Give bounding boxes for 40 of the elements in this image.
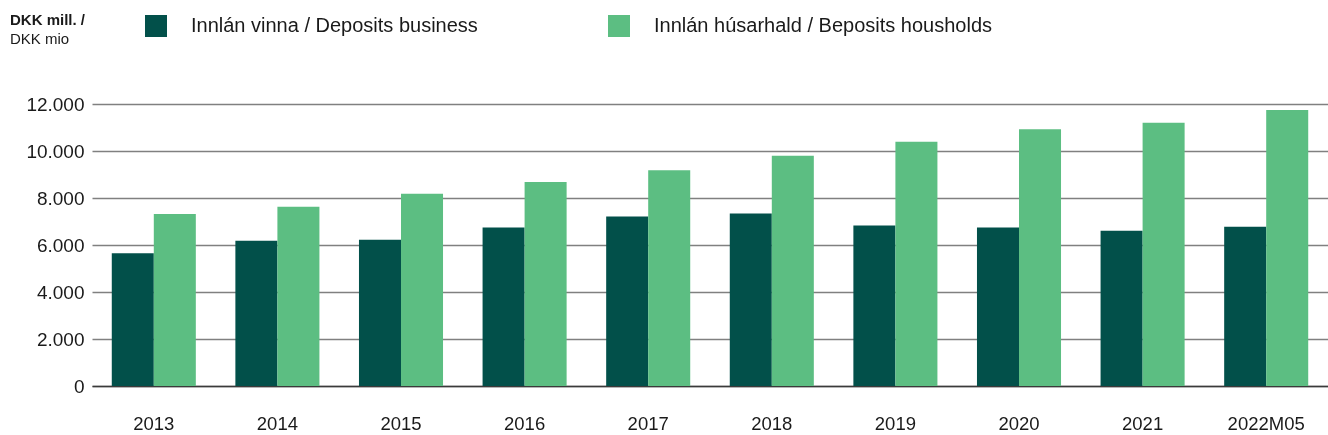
y-tick-label: 2.000	[36, 328, 85, 350]
bar	[524, 182, 567, 386]
bar	[111, 253, 154, 386]
bar	[1224, 226, 1267, 386]
bar	[648, 170, 691, 386]
x-tick-label: 2020	[998, 412, 1040, 434]
bar	[1266, 109, 1309, 386]
x-tick-label: 2014	[256, 412, 298, 434]
bar	[853, 225, 896, 386]
y-tick-label: 8.000	[36, 187, 85, 209]
y-tick-label: 10.000	[26, 140, 85, 162]
x-tick-label: 2018	[751, 412, 793, 434]
y-axis-title: DKK mill. / DKK mio	[10, 11, 86, 47]
bar	[976, 227, 1019, 386]
y-tick-label: 6.000	[36, 234, 85, 256]
bar	[606, 216, 649, 386]
x-tick-label: 2017	[627, 412, 669, 434]
bar	[277, 206, 320, 386]
bar	[771, 155, 814, 386]
bar	[895, 141, 938, 386]
bar	[482, 227, 525, 386]
x-tick-label: 2019	[874, 412, 916, 434]
bar	[358, 239, 401, 386]
legend-label: Innlán húsarhald / Beposits housholds	[654, 14, 993, 36]
bar	[1100, 230, 1143, 386]
x-tick-label: 2015	[380, 412, 422, 434]
x-tick-label: 2022M05	[1227, 412, 1305, 434]
bar	[729, 213, 772, 386]
bar	[235, 240, 278, 386]
y-tick-label: 12.000	[26, 93, 85, 115]
y-tick-label: 4.000	[36, 281, 85, 303]
bar	[1142, 122, 1185, 386]
bar	[1019, 129, 1062, 386]
y-tick-label: 0	[73, 375, 85, 397]
x-tick-label: 2021	[1122, 412, 1164, 434]
x-tick-label: 2016	[504, 412, 546, 434]
bar	[153, 213, 196, 386]
x-tick-label: 2013	[133, 412, 175, 434]
legend-label: Innlán vinna / Deposits business	[191, 14, 478, 36]
bar	[401, 193, 444, 386]
